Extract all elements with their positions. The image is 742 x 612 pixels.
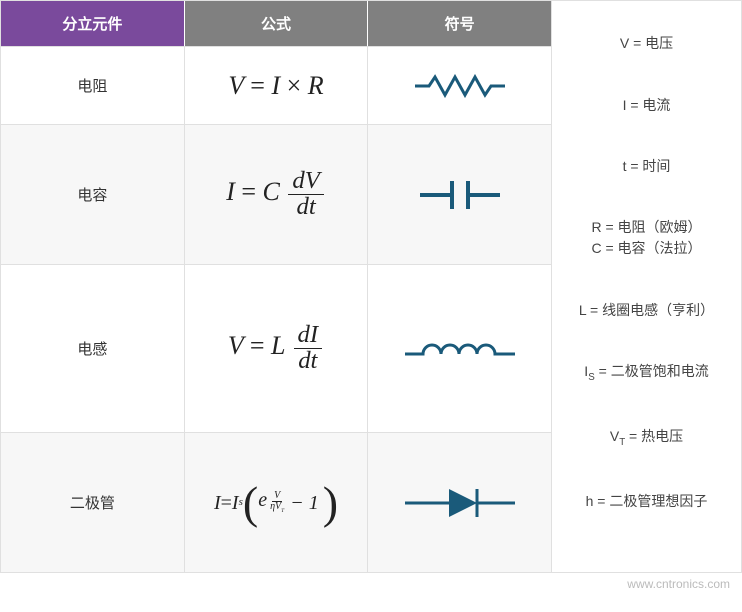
cell-symbol [368, 125, 551, 264]
cell-component: 电感 [1, 265, 185, 432]
header-row: 分立元件 公式 符号 [1, 1, 551, 46]
header-formula: 公式 [185, 1, 369, 46]
header-symbol: 符号 [368, 1, 551, 46]
cell-component: 电容 [1, 125, 185, 264]
cell-component: 电阻 [1, 47, 185, 124]
table-row: 电感 V = L dIdt [1, 264, 551, 432]
component-name: 电感 [77, 338, 107, 359]
formula-diode: I = Is(eVηVT− 1) [214, 480, 338, 526]
legend-item: h = 二极管理想因子 [562, 491, 731, 512]
table-row: 二极管 I = Is(eVηVT− 1) [1, 432, 551, 572]
watermark: www.cntronics.com [0, 573, 742, 595]
header-component: 分立元件 [1, 1, 185, 46]
cell-formula: I = C dVdt [185, 125, 369, 264]
cell-symbol [368, 265, 551, 432]
legend-item: L = 线圈电感（亨利） [562, 300, 731, 321]
component-name: 二极管 [70, 492, 115, 513]
legend-item: R = 电阻（欧姆）C = 电容（法拉） [562, 217, 731, 259]
cell-symbol [368, 433, 551, 572]
table-body: 电阻 V = I × R 电容 I = C dVdt 电感 V = L dIdt 二极管 I … [1, 46, 551, 572]
formula-capacitor: I = C dVdt [226, 169, 326, 219]
resistor-icon [415, 74, 505, 98]
legend-item: VT = 热电压 [562, 426, 731, 450]
cell-formula: V = L dIdt [185, 265, 369, 432]
main-columns: 分立元件 公式 符号 电阻 V = I × R 电容 I = C dVdt 电感 V = … [1, 1, 551, 572]
cell-component: 二极管 [1, 433, 185, 572]
component-name: 电阻 [77, 75, 107, 96]
formula-resistor: V = I × R [228, 73, 323, 99]
formula-inductor: V = L dIdt [228, 323, 324, 373]
cell-symbol [368, 47, 551, 124]
component-table: 分立元件 公式 符号 电阻 V = I × R 电容 I = C dVdt 电感 V = … [0, 0, 742, 573]
capacitor-icon [420, 177, 500, 213]
legend-item: I = 电流 [562, 95, 731, 116]
legend-item: t = 时间 [562, 156, 731, 177]
table-row: 电阻 V = I × R [1, 46, 551, 124]
inductor-icon [405, 334, 515, 364]
legend-item: IS = 二极管饱和电流 [562, 361, 731, 385]
diode-icon [405, 485, 515, 521]
table-row: 电容 I = C dVdt [1, 124, 551, 264]
cell-formula: I = Is(eVηVT− 1) [185, 433, 369, 572]
component-name: 电容 [77, 184, 107, 205]
legend-column: V = 电压 I = 电流 t = 时间 R = 电阻（欧姆）C = 电容（法拉） L … [551, 1, 741, 572]
cell-formula: V = I × R [185, 47, 369, 124]
legend-item: V = 电压 [562, 33, 731, 54]
